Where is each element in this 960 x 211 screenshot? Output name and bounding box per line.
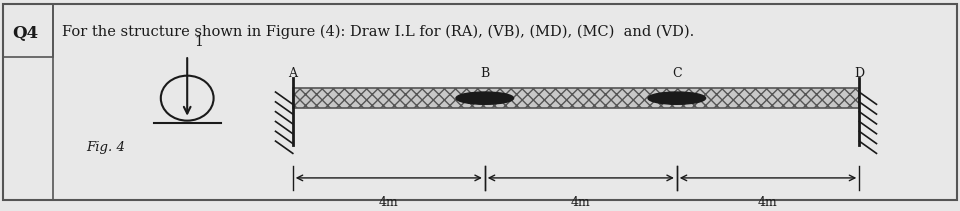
Text: For the structure shown in Figure (4): Draw I.L for (RA), (VB), (MD), (MC)  and : For the structure shown in Figure (4): D… — [62, 24, 695, 39]
Text: D: D — [854, 67, 864, 80]
Text: Fig. 4: Fig. 4 — [86, 141, 125, 154]
Circle shape — [456, 92, 514, 104]
FancyBboxPatch shape — [293, 88, 859, 108]
Text: B: B — [480, 67, 490, 80]
Text: 4m: 4m — [379, 196, 398, 209]
Text: 1: 1 — [194, 35, 204, 49]
Circle shape — [648, 92, 706, 104]
Text: Q4: Q4 — [12, 24, 38, 42]
Text: A: A — [288, 67, 298, 80]
Text: 4m: 4m — [758, 196, 778, 209]
Text: C: C — [672, 67, 682, 80]
Text: 4m: 4m — [571, 196, 590, 209]
